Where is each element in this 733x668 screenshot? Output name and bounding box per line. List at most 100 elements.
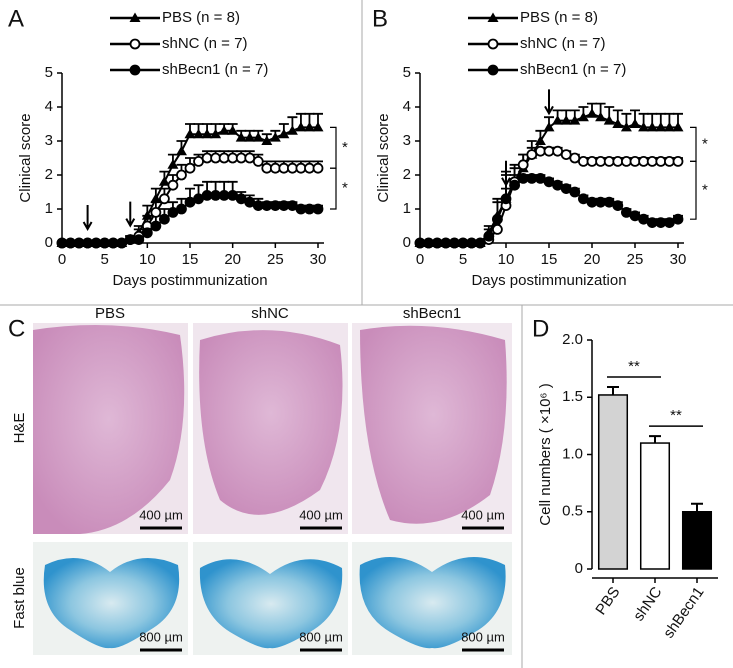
scale-bar [140, 526, 504, 652]
marker [612, 200, 624, 212]
annotation: ** [670, 407, 682, 424]
legend-label: shNC (n = 7) [520, 35, 605, 52]
legend-marker [129, 12, 141, 22]
marker [534, 135, 546, 145]
marker [535, 172, 546, 184]
marker [586, 108, 598, 118]
marker [517, 172, 529, 184]
marker [603, 155, 615, 167]
y-tick-label: 0 [403, 234, 411, 251]
legend-marker [129, 38, 141, 50]
marker [227, 125, 239, 135]
bracket [690, 160, 697, 220]
arrow [544, 89, 554, 116]
marker [158, 193, 170, 205]
marker [235, 132, 247, 142]
marker [638, 213, 649, 225]
marker [483, 230, 495, 242]
legend-marker [129, 64, 141, 76]
x-tick-label: 25 [267, 251, 284, 268]
marker [193, 128, 205, 139]
scale-bar-label: 400 µm [299, 507, 343, 522]
x-axis-label: Days postimmunization [471, 272, 626, 289]
y-tick-label: 4 [403, 98, 411, 115]
marker [595, 155, 606, 167]
marker [491, 223, 503, 235]
y-tick-label: 2 [403, 166, 411, 183]
marker [218, 125, 230, 135]
marker [638, 121, 650, 132]
marker [175, 145, 187, 156]
x-tick-label: PBS [592, 584, 623, 618]
marker [269, 132, 281, 142]
marker [560, 183, 572, 195]
panel-label: B [372, 5, 388, 32]
y-tick-label: 4 [45, 98, 53, 115]
bracket [330, 126, 337, 169]
fast-blue-image [33, 542, 512, 655]
bracket [690, 126, 697, 162]
x-tick-label: 5 [100, 251, 108, 268]
marker [457, 237, 469, 249]
marker [646, 217, 658, 229]
y-tick-label: 1 [45, 200, 53, 217]
marker [552, 145, 563, 157]
y-tick-label: 0.5 [562, 503, 583, 520]
x-tick-label: shBecn1 [660, 584, 707, 642]
marker [244, 132, 256, 142]
marker [578, 155, 589, 167]
marker [491, 213, 503, 225]
series-line [420, 150, 678, 244]
error-bar [607, 385, 619, 395]
y-tick-label: 2 [45, 166, 53, 183]
x-tick-label: 15 [182, 251, 199, 268]
marker [595, 111, 607, 122]
x-tick-label: 15 [541, 251, 558, 268]
x-tick-label: 30 [670, 251, 687, 268]
y-axis-label: Clinical score [375, 113, 392, 202]
x-tick-label: 10 [139, 251, 156, 268]
marker [595, 196, 606, 208]
y-tick-label: 3 [403, 132, 411, 149]
legend-label: shNC (n = 7) [162, 35, 247, 52]
marker [543, 145, 555, 157]
marker [261, 135, 273, 145]
arrow [501, 160, 511, 187]
marker [612, 155, 624, 167]
marker [167, 159, 179, 169]
annotation: * [342, 139, 348, 156]
x-axis-label: Days postimmunization [112, 272, 267, 289]
column-label: shNC [251, 305, 289, 322]
marker [620, 121, 632, 132]
marker [655, 155, 667, 167]
marker [655, 121, 667, 132]
marker [184, 162, 196, 174]
column-label: shBecn1 [403, 305, 461, 322]
series-line [420, 177, 679, 244]
y-tick-label: 1.0 [562, 445, 583, 462]
marker [210, 128, 222, 139]
marker [252, 132, 264, 142]
x-tick-label: 0 [416, 251, 424, 268]
error-bar [649, 435, 661, 444]
panel-label: D [532, 315, 549, 342]
row-label: H&E [11, 413, 28, 444]
marker [176, 203, 187, 215]
bar [597, 394, 629, 570]
x-tick-label: 25 [627, 251, 644, 268]
annotation: * [702, 135, 708, 152]
marker [629, 210, 641, 222]
marker [577, 111, 589, 122]
marker [440, 237, 452, 249]
marker [526, 149, 538, 161]
panel-label: A [8, 5, 24, 32]
marker [569, 186, 581, 198]
marker [286, 125, 298, 135]
marker [295, 121, 307, 132]
marker [603, 115, 615, 125]
marker [150, 193, 162, 203]
marker [664, 217, 675, 229]
marker [621, 155, 632, 167]
